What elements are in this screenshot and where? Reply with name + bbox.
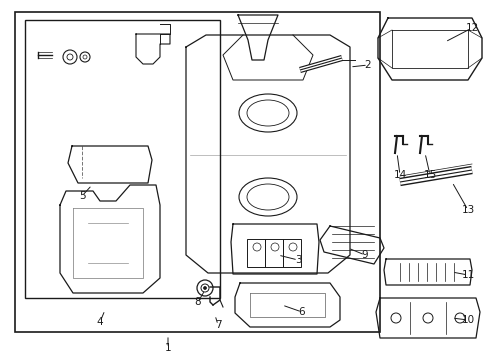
Text: 13: 13: [462, 205, 475, 215]
Text: 6: 6: [299, 307, 305, 317]
Text: 2: 2: [365, 60, 371, 70]
Text: 14: 14: [393, 170, 407, 180]
Text: 1: 1: [165, 343, 172, 353]
Bar: [247, 239, 265, 267]
Circle shape: [203, 287, 206, 289]
Bar: [283, 239, 301, 267]
Bar: [15, 12, 380, 332]
Text: 15: 15: [423, 170, 437, 180]
Text: 4: 4: [97, 317, 103, 327]
Text: 12: 12: [466, 23, 479, 33]
Text: 7: 7: [215, 320, 221, 330]
Text: 10: 10: [462, 315, 474, 325]
Text: 11: 11: [462, 270, 475, 280]
Bar: [25, 20, 220, 298]
Text: 3: 3: [294, 255, 301, 265]
Text: 8: 8: [195, 297, 201, 307]
Text: 5: 5: [79, 191, 85, 201]
Bar: [265, 239, 283, 267]
Text: 9: 9: [362, 250, 368, 260]
